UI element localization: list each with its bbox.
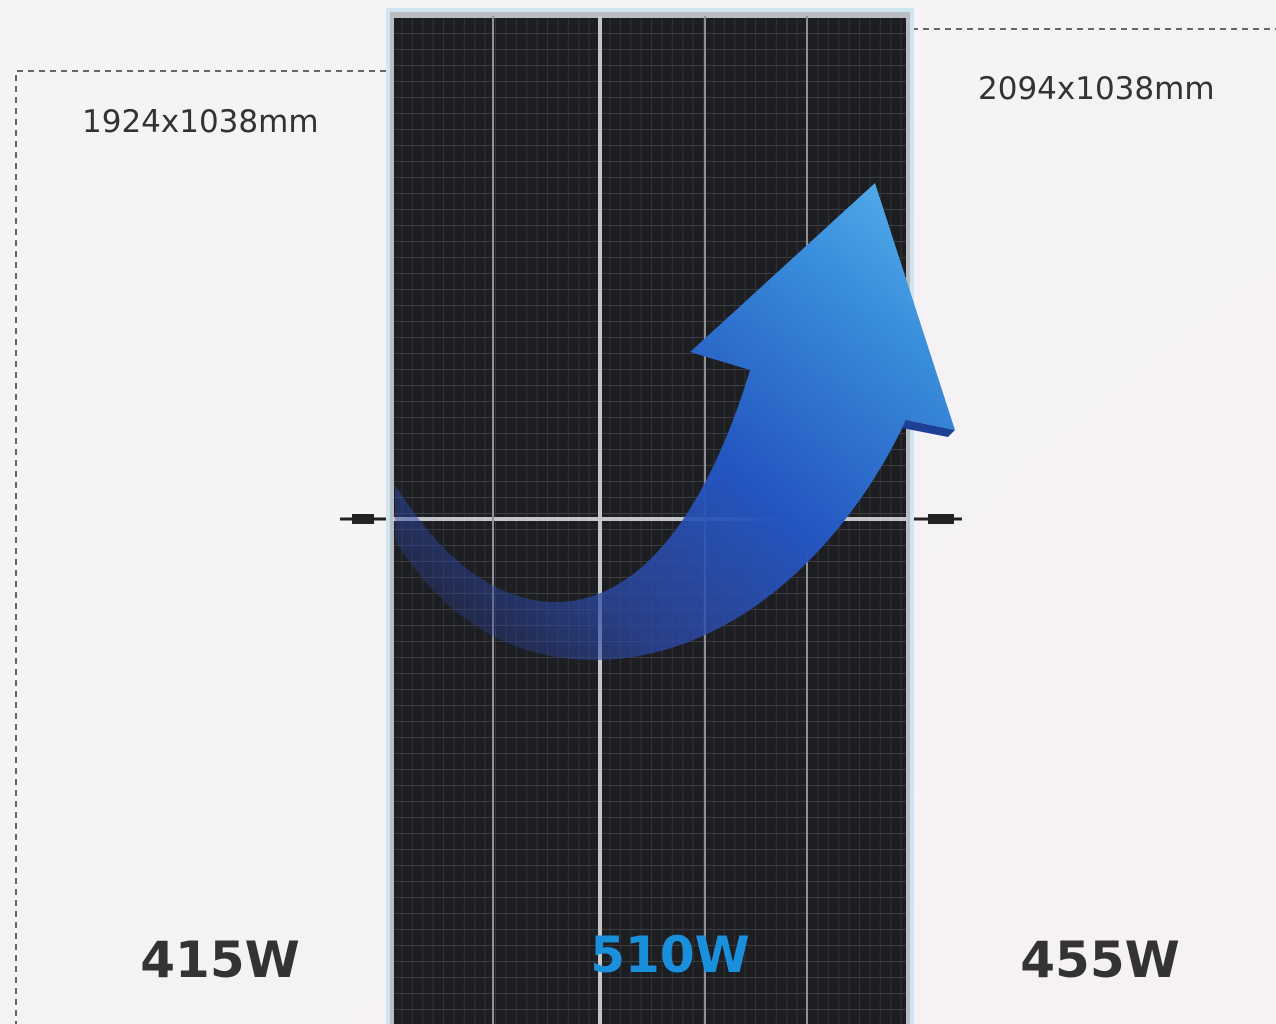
connector-right xyxy=(908,514,962,524)
power-left: 415W xyxy=(140,931,300,989)
power-center: 510W xyxy=(590,926,750,984)
dimension-label-left: 1924x1038mm xyxy=(82,104,319,140)
connector-left xyxy=(340,514,392,524)
dashed-outline-left xyxy=(15,70,386,1024)
growth-arrow xyxy=(395,183,955,661)
power-right: 455W xyxy=(1020,931,1180,989)
arrow-edge xyxy=(902,420,955,437)
dimension-label-right: 2094x1038mm xyxy=(978,71,1215,107)
